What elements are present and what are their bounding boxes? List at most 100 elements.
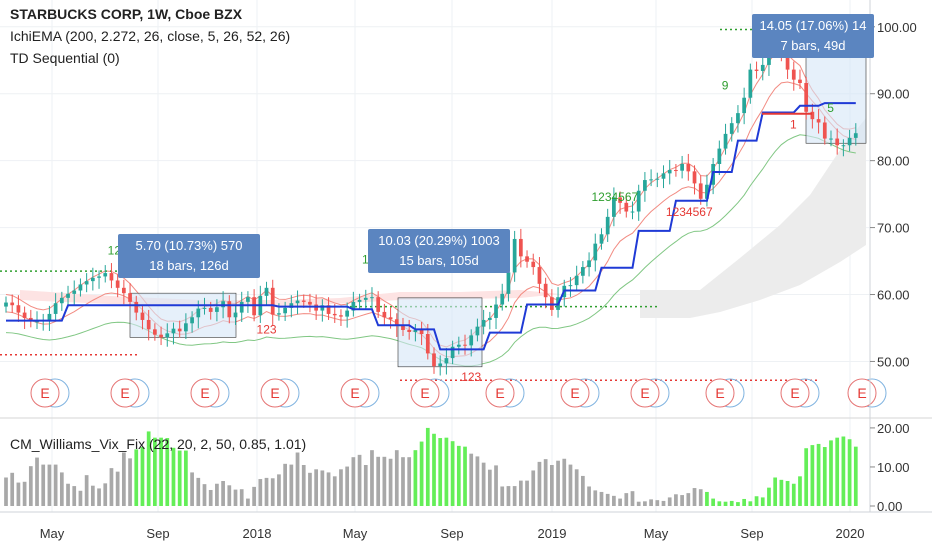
price-tick-label: 60.00 bbox=[877, 288, 910, 303]
candle-body bbox=[847, 137, 852, 146]
vix-fix-histogram bbox=[0, 417, 932, 506]
vix-bar bbox=[599, 491, 604, 506]
vix-bar bbox=[425, 427, 430, 506]
vix-bar bbox=[680, 495, 684, 506]
vix-bar bbox=[97, 488, 101, 506]
earnings-label: E bbox=[715, 385, 724, 401]
vix-bar bbox=[463, 446, 467, 506]
vix-bar bbox=[655, 500, 660, 506]
candle-body bbox=[59, 297, 64, 304]
candle-body bbox=[264, 287, 269, 296]
measurement-label-2[interactable]: 10.03 (20.29%) 1003 15 bars, 105d bbox=[368, 229, 510, 273]
td-count-label: 123 bbox=[257, 322, 277, 336]
vix-bar bbox=[742, 498, 747, 506]
vix-bar bbox=[624, 493, 629, 506]
candle-body bbox=[816, 119, 821, 123]
candle-body bbox=[277, 313, 281, 315]
candle-body bbox=[72, 290, 77, 294]
candle-body bbox=[283, 307, 287, 314]
earnings-circle bbox=[340, 378, 370, 408]
candle-body bbox=[543, 283, 548, 298]
vix-bar bbox=[469, 453, 474, 506]
candle-body bbox=[456, 344, 461, 347]
vix-bar bbox=[574, 469, 579, 506]
vix-bar bbox=[717, 501, 722, 506]
candle-body bbox=[512, 238, 517, 273]
vix-bar bbox=[407, 457, 412, 506]
price-tick-label: 70.00 bbox=[877, 221, 910, 236]
vix-bar bbox=[562, 458, 567, 506]
vix-bar bbox=[47, 464, 52, 506]
vix-bar bbox=[512, 486, 517, 506]
vix-bar bbox=[227, 485, 232, 506]
price-tick-label: 50.00 bbox=[877, 354, 910, 369]
measure-box bbox=[397, 297, 483, 368]
candle-body bbox=[363, 297, 368, 300]
candle-body bbox=[599, 234, 604, 244]
candle-body bbox=[612, 197, 616, 217]
vix-bar bbox=[785, 481, 790, 506]
candle-body bbox=[475, 326, 480, 336]
candle-body bbox=[425, 334, 430, 354]
earnings-label: E bbox=[270, 385, 279, 401]
vix-fix-legend[interactable]: CM_Williams_Vix_Fix (22, 20, 2, 50, 0.85… bbox=[10, 436, 307, 452]
candle-body bbox=[153, 329, 157, 335]
vix-bar bbox=[215, 483, 219, 506]
candle-body bbox=[35, 321, 39, 323]
td-count-label: 12 bbox=[108, 243, 122, 257]
vix-bar bbox=[363, 465, 368, 506]
vix-bar bbox=[438, 438, 443, 506]
candle-body bbox=[246, 297, 250, 302]
vix-bar bbox=[233, 489, 238, 506]
candle-body bbox=[320, 305, 325, 311]
vix-bar bbox=[314, 469, 319, 506]
vix-bar bbox=[121, 452, 126, 506]
candle-body bbox=[196, 308, 201, 318]
vix-bar bbox=[382, 456, 387, 506]
earnings-circle bbox=[847, 378, 877, 408]
candle-body bbox=[121, 287, 126, 294]
vix-bar bbox=[822, 447, 827, 506]
candle-body bbox=[605, 216, 610, 235]
measure-box bbox=[805, 48, 867, 144]
vix-bar bbox=[184, 450, 188, 506]
candle-body bbox=[667, 170, 672, 174]
vix-bar bbox=[246, 498, 250, 506]
candle-body bbox=[171, 328, 176, 334]
candle-body bbox=[90, 277, 95, 282]
vix-bar bbox=[723, 501, 728, 506]
candle-body bbox=[47, 313, 52, 320]
td-sequential-legend[interactable]: TD Sequential (0) bbox=[10, 50, 120, 66]
vix-bar bbox=[196, 477, 201, 506]
candle-body bbox=[109, 273, 114, 281]
earnings-label: E bbox=[200, 385, 209, 401]
measurement-label-1[interactable]: 5.70 (10.73%) 570 18 bars, 126d bbox=[118, 234, 260, 278]
vix-tick-label: 20.00 bbox=[877, 421, 910, 436]
measurement-label-3[interactable]: 14.05 (17.06%) 14 7 bars, 49d bbox=[752, 14, 874, 58]
candle-body bbox=[438, 363, 443, 367]
candle-body bbox=[841, 145, 846, 147]
candle-body bbox=[332, 313, 337, 316]
candle-body bbox=[791, 69, 796, 80]
candle-body bbox=[692, 171, 697, 184]
time-tick-label: Sep bbox=[440, 526, 463, 541]
time-tick-label: 2019 bbox=[538, 526, 567, 541]
ichiema-legend[interactable]: IchiEMA (200, 2.272, 26, close, 5, 26, 5… bbox=[10, 28, 291, 44]
candle-body bbox=[742, 97, 747, 114]
candle-body bbox=[376, 297, 381, 312]
symbol-title[interactable]: STARBUCKS CORP, 1W, Cboe BZX bbox=[10, 6, 243, 22]
candle-body bbox=[574, 275, 579, 286]
vix-bar bbox=[66, 483, 70, 506]
vix-bar bbox=[258, 479, 263, 506]
earnings-circle bbox=[560, 378, 590, 408]
vix-bar bbox=[165, 438, 170, 506]
vix-bar bbox=[370, 450, 374, 506]
vix-bar bbox=[301, 465, 306, 506]
vix-bar bbox=[791, 483, 796, 506]
earnings-label: E bbox=[857, 385, 866, 401]
candle-body bbox=[78, 284, 83, 291]
vix-bar bbox=[605, 493, 610, 506]
candle-body bbox=[581, 267, 585, 276]
candle-body bbox=[549, 297, 554, 310]
vix-bar bbox=[612, 495, 616, 506]
